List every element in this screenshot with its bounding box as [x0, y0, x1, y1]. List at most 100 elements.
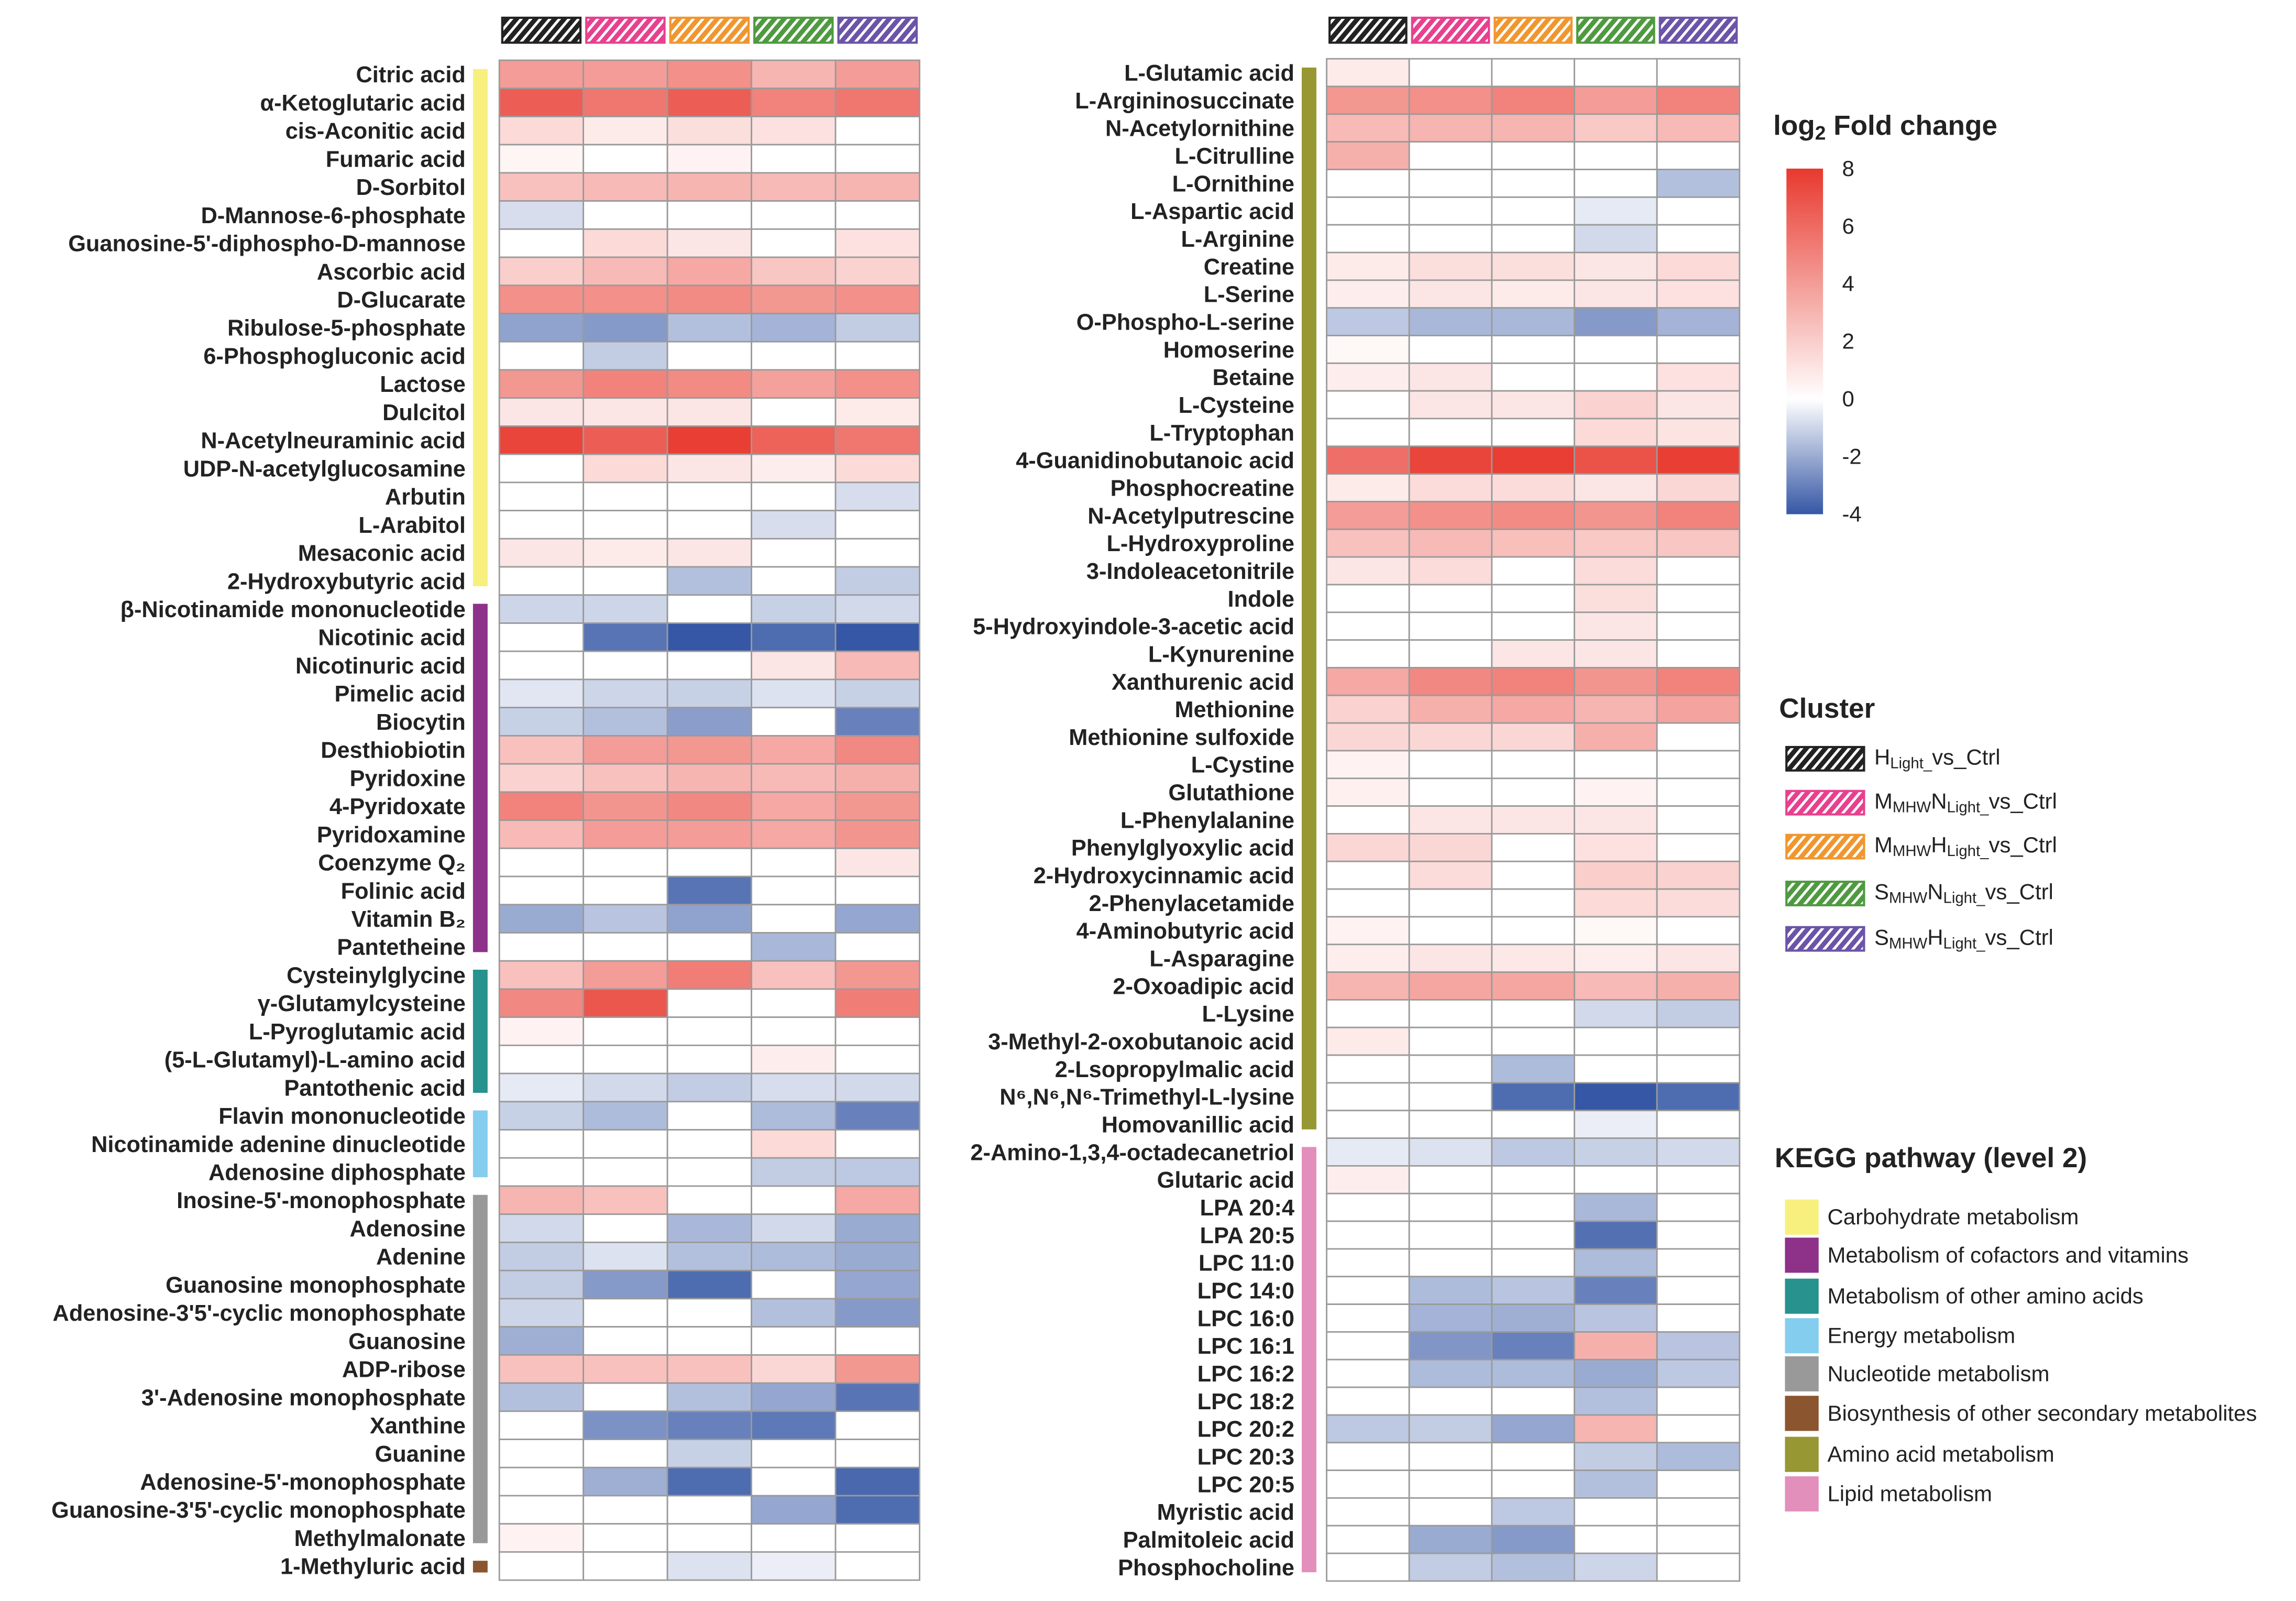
heatmap-cell	[1408, 279, 1493, 309]
metabolite-label: L-Lysine	[1202, 1002, 1295, 1027]
metabolite-label: Phenylglyoxylic acid	[1071, 836, 1294, 861]
heatmap-cell	[1491, 1470, 1575, 1499]
heatmap-cell	[834, 453, 920, 484]
metabolite-label: LPC 20:2	[1198, 1417, 1294, 1442]
heatmap-cell	[1408, 1303, 1493, 1333]
heatmap-cell	[834, 1466, 920, 1497]
heatmap-cell	[1491, 1165, 1575, 1194]
metabolite-label: L-Aspartic acid	[1130, 199, 1294, 224]
cluster-label-part: H	[1874, 745, 1890, 770]
heatmap-cell	[666, 228, 752, 258]
heatmap-cell	[498, 1185, 585, 1215]
heatmap-cell	[751, 1382, 837, 1412]
cluster-label-part: M	[1874, 788, 1893, 813]
heatmap-cell	[498, 1269, 585, 1300]
heatmap-cell	[498, 932, 585, 962]
heatmap-cell	[1574, 777, 1658, 807]
colorbar-tick-label: 0	[1842, 387, 1854, 411]
heatmap-cell	[1408, 1331, 1493, 1361]
heatmap-cell	[498, 1439, 585, 1468]
pathway-swatch	[1785, 1356, 1819, 1391]
heatmap-cell	[1408, 694, 1493, 724]
metabolite-label: cis-Aconitic acid	[285, 119, 466, 144]
heatmap-cell	[751, 1326, 837, 1356]
heatmap-cell	[666, 791, 752, 821]
metabolite-label: Nicotinic acid	[318, 626, 466, 651]
heatmap-cell	[751, 1269, 837, 1300]
heatmap-cell	[498, 228, 585, 258]
heatmap-cell	[1574, 1358, 1658, 1388]
heatmap-cell	[834, 369, 920, 399]
metabolite-label: Guanosine-3'5'-cyclic monophosphate	[51, 1498, 466, 1523]
metabolite-label: D-Glucarate	[337, 288, 466, 313]
heatmap-cell	[1408, 501, 1493, 530]
heatmap-cell	[1326, 860, 1410, 890]
metabolite-label: LPC 16:0	[1198, 1306, 1294, 1331]
heatmap-cell	[1408, 473, 1493, 502]
heatmap-cell	[751, 1101, 837, 1131]
metabolite-label: L-Arginine	[1181, 227, 1294, 252]
kegg-legend-title: KEGG pathway (level 2)	[1775, 1143, 2087, 1174]
heatmap-cell	[1574, 528, 1658, 558]
heatmap-cell	[1656, 999, 1741, 1028]
heatmap-cell	[1491, 1386, 1575, 1416]
colorbar-title: log2 Fold change	[1773, 111, 1997, 144]
heatmap-cell	[666, 1495, 752, 1525]
cluster-swatch	[1785, 745, 1865, 772]
heatmap-cell	[666, 1101, 752, 1131]
heatmap-cell	[583, 87, 668, 117]
heatmap-cell	[1408, 1220, 1493, 1250]
heatmap-cell	[1574, 1054, 1658, 1084]
heatmap-cell	[1574, 1165, 1658, 1194]
heatmap-cell	[834, 875, 920, 906]
heatmap-cell	[1408, 1082, 1493, 1112]
heatmap-cell	[1326, 1470, 1410, 1499]
metabolite-label: L-Arabitol	[358, 513, 466, 538]
heatmap-cell	[1408, 418, 1493, 447]
heatmap-cell	[751, 1523, 837, 1553]
heatmap-cell	[1326, 169, 1410, 198]
heatmap-cell	[1326, 944, 1410, 973]
heatmap-cell	[834, 734, 920, 765]
heatmap-left-panel: Citric acid α-Ketoglutaric acid cis-Aconit…	[51, 16, 920, 1581]
heatmap-cell	[834, 481, 920, 511]
heatmap-cell	[1491, 1082, 1575, 1112]
metabolite-label: L-Ornithine	[1172, 171, 1294, 196]
heatmap-cell	[1491, 1525, 1575, 1554]
heatmap-cell	[751, 988, 837, 1018]
heatmap-cell	[751, 1354, 837, 1384]
metabolite-label: Adenosine-5'-monophosphate	[140, 1470, 465, 1495]
heatmap-cell	[834, 763, 920, 793]
heatmap-cell	[751, 1213, 837, 1243]
heatmap-cell	[498, 116, 585, 146]
heatmap-cell	[1326, 1110, 1410, 1139]
heatmap-cell	[666, 566, 752, 596]
heatmap-cell	[1491, 528, 1575, 558]
heatmap-cell	[751, 566, 837, 596]
heatmap-cell	[666, 1382, 752, 1412]
heatmap-cell	[1326, 196, 1410, 226]
heatmap-cell	[1326, 1442, 1410, 1471]
heatmap-cell	[1326, 694, 1410, 724]
heatmap-cell	[834, 847, 920, 878]
pathway-label: Nucleotide metabolism	[1828, 1361, 2050, 1386]
heatmap-cell	[1656, 1386, 1741, 1416]
heatmap-cell	[1491, 1220, 1575, 1250]
heatmap-cell	[1408, 1358, 1493, 1388]
heatmap-cell	[666, 1242, 752, 1271]
metabolite-label: Guanosine	[348, 1329, 466, 1354]
heatmap-cell	[1574, 141, 1658, 170]
heatmap-cell	[1408, 1165, 1493, 1194]
heatmap-cell	[834, 510, 920, 540]
metabolite-label: Ribulose-5-phosphate	[227, 316, 466, 341]
heatmap-cell	[583, 1157, 668, 1187]
heatmap-cell	[498, 819, 585, 849]
heatmap-cell	[1491, 141, 1575, 170]
heatmap-cell	[666, 1523, 752, 1553]
heatmap-cell	[498, 87, 585, 117]
heatmap-cell	[751, 200, 837, 230]
heatmap-cell	[1574, 1110, 1658, 1139]
heatmap-cell	[1491, 418, 1575, 447]
metabolite-label: Guanosine monophosphate	[166, 1273, 466, 1298]
heatmap-cell	[1326, 362, 1410, 392]
